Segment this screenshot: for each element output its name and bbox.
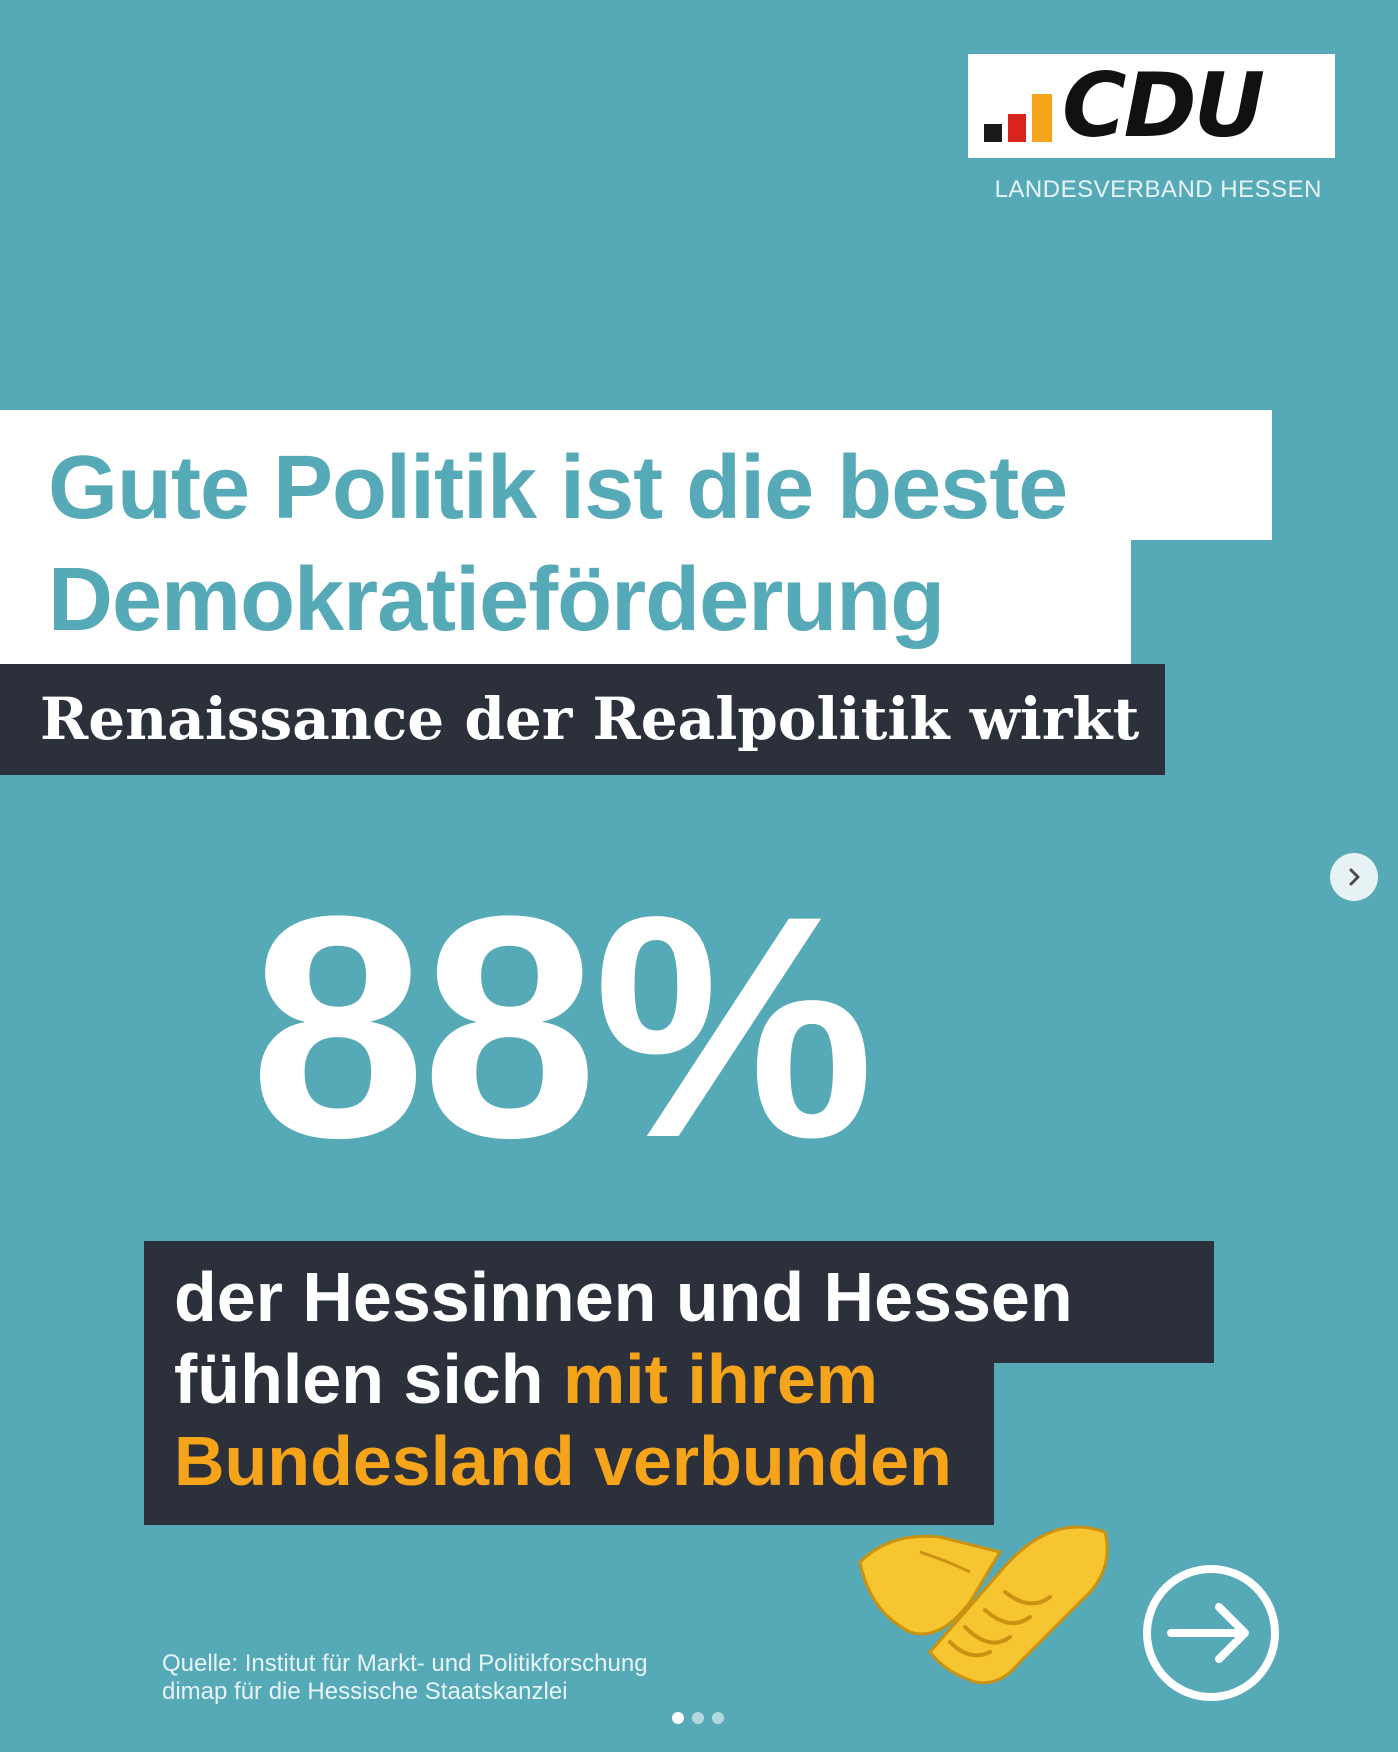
logo-subtitle: LANDESVERBAND HESSEN xyxy=(994,176,1322,203)
statistic-background xyxy=(144,1241,1214,1363)
source-line-1: Quelle: Institut für Markt- und Politikf… xyxy=(162,1650,648,1677)
source-note: Quelle: Institut für Markt- und Politikf… xyxy=(162,1650,862,1706)
headline-line-2: Demokratieförderung xyxy=(48,550,945,650)
logo-bars-icon xyxy=(984,94,1052,142)
carousel-dot[interactable] xyxy=(692,1712,704,1724)
chevron-right-icon xyxy=(1349,868,1360,886)
statistic-background-lower xyxy=(144,1360,994,1525)
headline-background-lower xyxy=(0,530,1131,664)
statistic-text-main: der Hessinnen und Hessen fühlen sich xyxy=(174,1258,1073,1418)
headline-line-1: Gute Politik ist die beste xyxy=(48,438,1068,538)
logo-text: CDU xyxy=(1062,54,1265,157)
subheadline: Renaissance der Realpolitik wirkt xyxy=(40,685,1140,753)
handshake-icon xyxy=(858,1525,1109,1685)
carousel-dot[interactable] xyxy=(712,1712,724,1724)
carousel-dot[interactable] xyxy=(672,1712,684,1724)
carousel-next-button[interactable] xyxy=(1330,853,1378,901)
subheadline-background xyxy=(0,664,1165,775)
statistic-value: 88% xyxy=(250,850,874,1203)
arrow-right-circle-icon[interactable] xyxy=(1141,1563,1281,1703)
headline-background xyxy=(0,410,1272,540)
carousel-indicator xyxy=(672,1712,724,1724)
statistic-text: der Hessinnen und Hessen fühlen sich mit… xyxy=(174,1256,1214,1502)
cdu-logo: CDU xyxy=(968,54,1335,158)
statistic-text-highlight: mit ihrem Bundesland verbunden xyxy=(174,1340,952,1500)
source-line-2: dimap für die Hessische Staatskanzlei xyxy=(162,1678,568,1705)
headline: Gute Politik ist die beste Demokratieför… xyxy=(48,432,1248,656)
